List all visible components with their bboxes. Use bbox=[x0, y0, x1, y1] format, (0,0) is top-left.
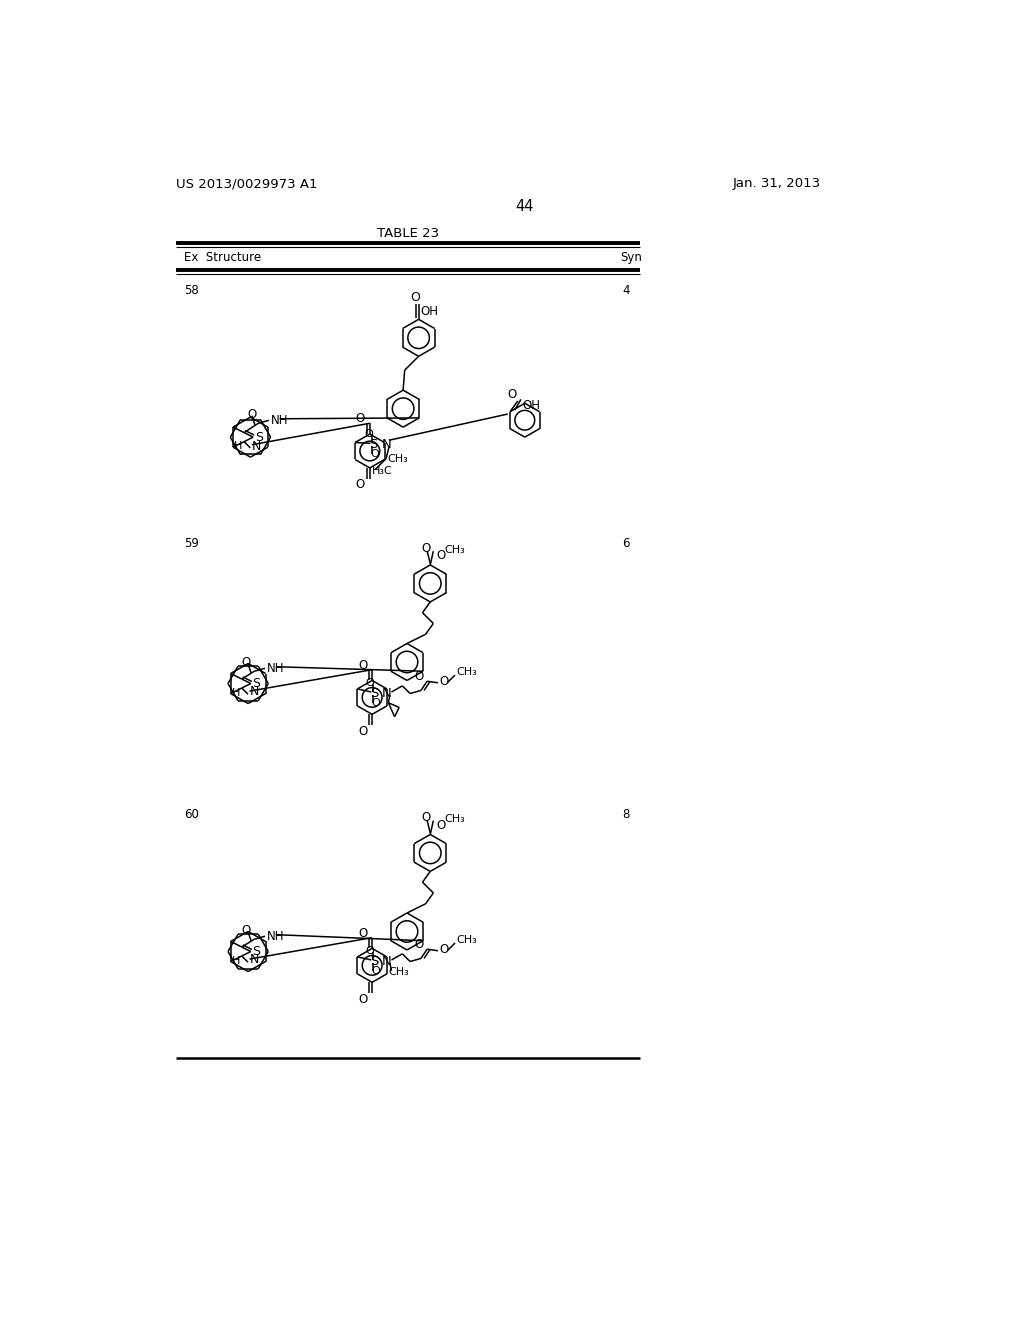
Text: S: S bbox=[255, 430, 263, 444]
Text: O: O bbox=[365, 429, 374, 440]
Text: N: N bbox=[381, 438, 391, 451]
Text: S: S bbox=[252, 677, 260, 690]
Text: CH₃: CH₃ bbox=[388, 968, 410, 977]
Text: H: H bbox=[231, 956, 241, 966]
Text: 8: 8 bbox=[623, 808, 630, 821]
Text: N: N bbox=[382, 954, 392, 968]
Text: N: N bbox=[250, 685, 259, 698]
Text: O: O bbox=[439, 942, 449, 956]
Text: S: S bbox=[371, 954, 379, 968]
Text: O: O bbox=[242, 656, 251, 669]
Text: O: O bbox=[358, 993, 368, 1006]
Text: CH₃: CH₃ bbox=[388, 454, 409, 463]
Text: OH: OH bbox=[420, 305, 438, 318]
Text: NH: NH bbox=[270, 413, 288, 426]
Text: O: O bbox=[371, 449, 380, 459]
Text: CH₃: CH₃ bbox=[444, 814, 465, 824]
Text: H: H bbox=[234, 441, 243, 451]
Text: O: O bbox=[421, 541, 430, 554]
Text: 60: 60 bbox=[183, 808, 199, 821]
Text: H: H bbox=[231, 688, 241, 698]
Text: N: N bbox=[382, 686, 392, 700]
Text: O: O bbox=[421, 810, 430, 824]
Text: H₃C: H₃C bbox=[372, 466, 393, 477]
Text: O: O bbox=[358, 927, 368, 940]
Text: 6: 6 bbox=[623, 537, 630, 550]
Text: 59: 59 bbox=[183, 537, 199, 550]
Text: S: S bbox=[370, 438, 378, 451]
Text: O: O bbox=[415, 671, 424, 684]
Text: Ex  Structure: Ex Structure bbox=[183, 251, 261, 264]
Text: NH: NH bbox=[266, 661, 284, 675]
Text: O: O bbox=[358, 725, 368, 738]
Text: O: O bbox=[507, 388, 516, 401]
Text: O: O bbox=[439, 675, 449, 688]
Text: 58: 58 bbox=[183, 284, 199, 297]
Text: O: O bbox=[411, 292, 421, 305]
Text: O: O bbox=[372, 698, 380, 708]
Text: O: O bbox=[356, 478, 366, 491]
Text: O: O bbox=[436, 549, 445, 562]
Text: 44: 44 bbox=[515, 198, 535, 214]
Text: O: O bbox=[356, 412, 366, 425]
Text: 4: 4 bbox=[623, 284, 630, 297]
Text: N: N bbox=[250, 953, 259, 966]
Text: O: O bbox=[247, 408, 256, 421]
Text: Jan. 31, 2013: Jan. 31, 2013 bbox=[732, 177, 820, 190]
Text: CH₃: CH₃ bbox=[457, 667, 477, 677]
Text: OH: OH bbox=[522, 399, 541, 412]
Text: NH: NH bbox=[266, 929, 284, 942]
Text: Syn: Syn bbox=[621, 251, 642, 264]
Text: S: S bbox=[252, 945, 260, 958]
Text: S: S bbox=[371, 686, 379, 700]
Text: O: O bbox=[358, 659, 368, 672]
Text: O: O bbox=[366, 945, 374, 956]
Text: O: O bbox=[415, 939, 424, 952]
Text: TABLE 23: TABLE 23 bbox=[378, 227, 439, 240]
Text: US 2013/0029973 A1: US 2013/0029973 A1 bbox=[176, 177, 317, 190]
Text: O: O bbox=[242, 924, 251, 937]
Text: CH₃: CH₃ bbox=[444, 545, 465, 554]
Text: O: O bbox=[366, 677, 374, 688]
Text: N: N bbox=[252, 440, 261, 453]
Text: CH₃: CH₃ bbox=[457, 935, 477, 945]
Text: O: O bbox=[372, 966, 380, 975]
Text: O: O bbox=[436, 818, 445, 832]
